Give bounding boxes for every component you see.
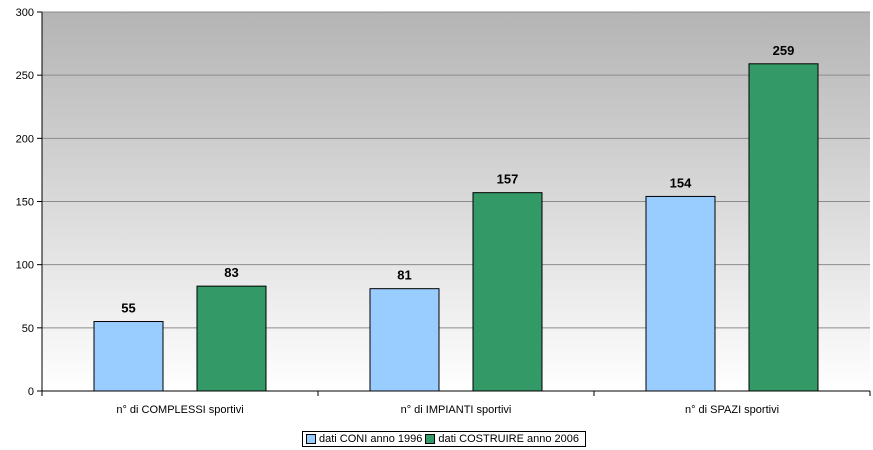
y-tick-label: 150 xyxy=(16,197,34,209)
bars xyxy=(93,63,819,392)
category-label: n° di SPAZI sportivi xyxy=(685,404,779,416)
data-label: 83 xyxy=(224,265,238,280)
gridlines xyxy=(42,11,870,329)
category-label: n° di COMPLESSI sportivi xyxy=(116,404,243,416)
labels: 0 50 100 150 200 250 300 55 83 n° di COMPLESSI sp… xyxy=(16,7,795,416)
y-tick-label: 300 xyxy=(16,7,34,19)
legend-item-series-2: dati COSTRUIRE anno 2006 xyxy=(425,433,579,445)
legend-item-series-1: dati CONI anno 1996 xyxy=(306,433,422,445)
bar-1-3 xyxy=(645,195,716,392)
data-label: 81 xyxy=(397,268,411,283)
legend: dati CONI anno 1996 dati COSTRUIRE anno … xyxy=(302,431,586,447)
legend-label-series-2: dati COSTRUIRE anno 2006 xyxy=(438,433,579,445)
y-tick-label: 200 xyxy=(16,133,34,145)
bar-2-2 xyxy=(472,192,543,392)
category-label: n° di IMPIANTI sportivi xyxy=(401,404,512,416)
legend-swatch-series-2 xyxy=(425,434,436,444)
data-label: 259 xyxy=(773,43,795,58)
data-label: 154 xyxy=(670,175,692,190)
data-label: 157 xyxy=(497,172,519,187)
bar-1-2 xyxy=(369,288,440,392)
y-tick-label: 100 xyxy=(16,260,34,272)
data-label: 55 xyxy=(121,301,135,316)
bar-2-1 xyxy=(196,285,267,392)
bar-2-3 xyxy=(748,63,819,392)
y-tick-label: 50 xyxy=(22,323,34,335)
axes xyxy=(37,11,871,396)
legend-swatch-series-1 xyxy=(306,434,316,444)
y-tick-label: 250 xyxy=(16,70,34,82)
legend-label-series-1: dati CONI anno 1996 xyxy=(319,433,423,445)
y-tick-label: 0 xyxy=(28,386,34,398)
bar-1-1 xyxy=(93,321,164,392)
